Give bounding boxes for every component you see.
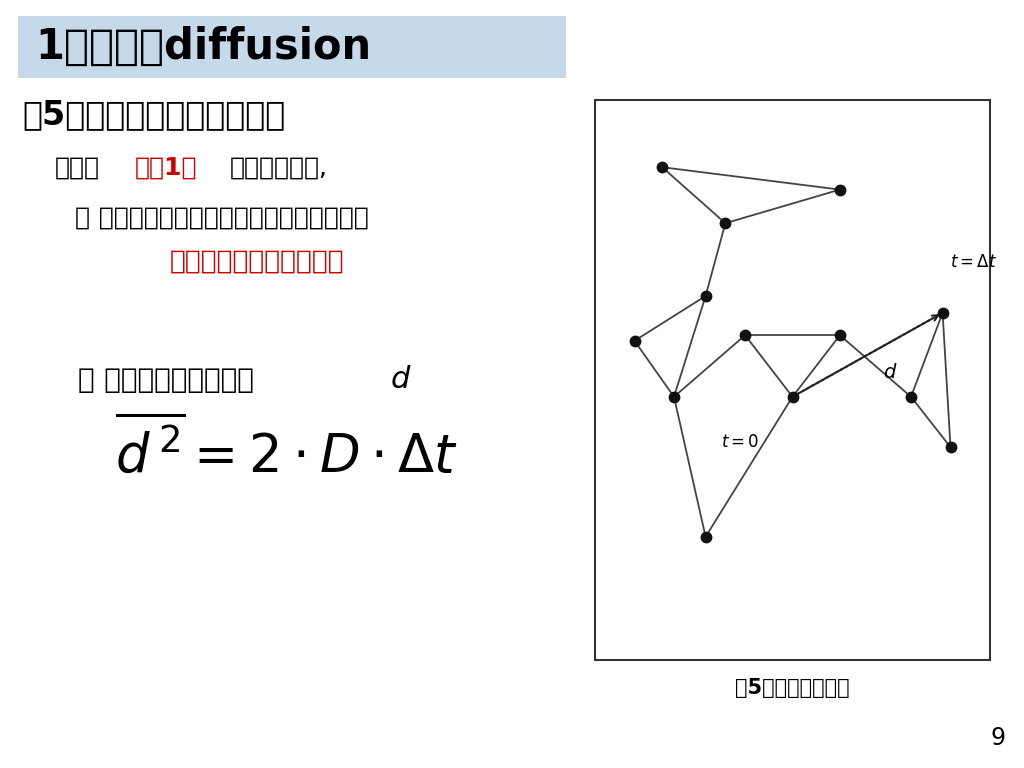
Text: $t=\Delta t$: $t=\Delta t$ — [950, 253, 997, 271]
Text: 〇 分子同士の衝突による無秩序な並進運動: 〇 分子同士の衝突による無秩序な並進運動 — [75, 206, 369, 230]
Text: $d$: $d$ — [883, 363, 897, 382]
Text: $d$: $d$ — [390, 366, 412, 395]
Text: 分孟1個: 分孟1個 — [135, 156, 198, 180]
Text: 囵5　ランダム歩行: 囵5 ランダム歩行 — [735, 678, 850, 698]
Text: 9: 9 — [990, 726, 1005, 750]
Text: （5）分子の並進運動と拡散: （5）分子の並進運動と拡散 — [22, 98, 286, 131]
Text: 1　拡散　diffusion: 1 拡散 diffusion — [35, 26, 371, 68]
Bar — [18, 16, 566, 78]
Bar — [595, 100, 990, 660]
Text: ランダム歩行　（酔歩）: ランダム歩行 （酔歩） — [170, 249, 345, 275]
Text: $\overline{d^{\,2}} = 2 \cdot D \cdot \Delta t$: $\overline{d^{\,2}} = 2 \cdot D \cdot \D… — [115, 417, 458, 483]
Text: 拡散を: 拡散を — [55, 156, 100, 180]
Text: に注目すると,: に注目すると, — [230, 156, 328, 180]
Text: $t=0$: $t=0$ — [721, 432, 760, 451]
Text: 〇 二乗平均移動距離: 〇 二乗平均移動距離 — [78, 366, 254, 394]
